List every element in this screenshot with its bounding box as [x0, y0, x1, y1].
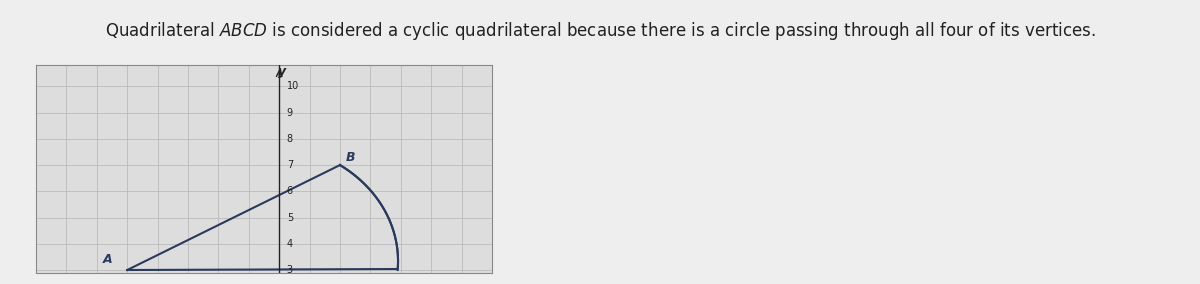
Text: B: B [346, 151, 355, 164]
Text: 5: 5 [287, 212, 293, 223]
Text: y: y [278, 65, 287, 78]
Text: 4: 4 [287, 239, 293, 249]
Text: 8: 8 [287, 134, 293, 144]
Text: 7: 7 [287, 160, 293, 170]
Text: 9: 9 [287, 108, 293, 118]
Text: A: A [102, 253, 112, 266]
Text: 6: 6 [287, 186, 293, 196]
Text: 10: 10 [287, 81, 299, 91]
Text: Quadrilateral $ABCD$ is considered a cyclic quadrilateral because there is a cir: Quadrilateral $ABCD$ is considered a cyc… [104, 20, 1096, 42]
Text: 3: 3 [287, 265, 293, 275]
